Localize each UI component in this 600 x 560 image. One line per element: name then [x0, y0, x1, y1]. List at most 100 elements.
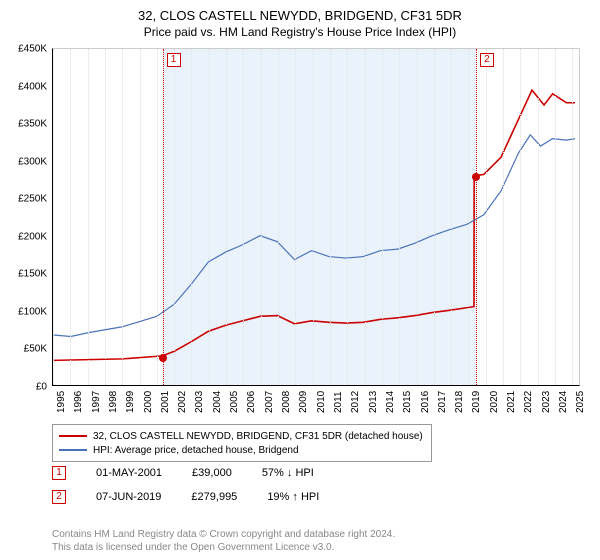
x-axis-label: 2019 [471, 391, 482, 413]
x-axis-label: 2023 [541, 391, 552, 413]
legend-label-hpi: HPI: Average price, detached house, Brid… [93, 445, 299, 456]
chart-title: 32, CLOS CASTELL NEWYDD, BRIDGEND, CF31 … [0, 0, 600, 43]
gridline [174, 49, 175, 385]
sale-marker-box: 1 [167, 53, 181, 67]
y-axis-label: £0 [36, 382, 47, 393]
y-axis-label: £50K [24, 344, 47, 355]
x-axis-label: 1997 [91, 391, 102, 413]
sale-row-1: 1 01-MAY-2001 £39,000 57% ↓ HPI [52, 466, 314, 480]
gridline [468, 49, 469, 385]
x-axis-label: 2022 [523, 391, 534, 413]
x-axis-label: 2006 [246, 391, 257, 413]
title-address: 32, CLOS CASTELL NEWYDD, BRIDGEND, CF31 … [0, 8, 600, 23]
legend-swatch-property [59, 435, 87, 437]
gridline [486, 49, 487, 385]
x-axis-label: 2018 [454, 391, 465, 413]
gridline [538, 49, 539, 385]
gridline [417, 49, 418, 385]
gridline [399, 49, 400, 385]
gridline [347, 49, 348, 385]
sale-marker-line [476, 49, 477, 385]
footer-line2: This data is licensed under the Open Gov… [52, 541, 395, 554]
legend: 32, CLOS CASTELL NEWYDD, BRIDGEND, CF31 … [52, 424, 432, 462]
y-axis-label: £250K [18, 194, 47, 205]
gridline [278, 49, 279, 385]
x-axis-label: 2020 [489, 391, 500, 413]
x-axis-label: 2004 [212, 391, 223, 413]
y-axis-label: £150K [18, 269, 47, 280]
x-axis-label: 2001 [160, 391, 171, 413]
sale-marker-dot [159, 354, 167, 362]
x-axis-label: 2025 [575, 391, 586, 413]
y-axis-label: £100K [18, 306, 47, 317]
gridline [140, 49, 141, 385]
sale-price-1: £39,000 [192, 467, 232, 479]
gridline [226, 49, 227, 385]
x-axis-label: 2021 [506, 391, 517, 413]
x-axis-label: 2008 [281, 391, 292, 413]
sale-date-1: 01-MAY-2001 [96, 467, 162, 479]
legend-swatch-hpi [59, 449, 87, 451]
gridline [520, 49, 521, 385]
gridline [313, 49, 314, 385]
gridline [191, 49, 192, 385]
chart-plot-area: 1995199619971998199920002001200220032004… [52, 48, 580, 386]
gridline [88, 49, 89, 385]
x-axis-label: 2005 [229, 391, 240, 413]
gridline [209, 49, 210, 385]
sale-marker-dot [472, 173, 480, 181]
gridline [122, 49, 123, 385]
gridline [243, 49, 244, 385]
sale-row-2: 2 07-JUN-2019 £279,995 19% ↑ HPI [52, 490, 319, 504]
gridline [70, 49, 71, 385]
x-axis-label: 2011 [333, 391, 344, 413]
x-axis-label: 2002 [177, 391, 188, 413]
series-property [54, 90, 575, 360]
x-axis-label: 1998 [108, 391, 119, 413]
footer-attribution: Contains HM Land Registry data © Crown c… [52, 528, 395, 554]
y-axis-label: £400K [18, 81, 47, 92]
x-axis-label: 2014 [385, 391, 396, 413]
gridline [261, 49, 262, 385]
gridline [365, 49, 366, 385]
gridline [451, 49, 452, 385]
gridline [295, 49, 296, 385]
y-axis-label: £200K [18, 231, 47, 242]
gridline [503, 49, 504, 385]
series-hpi [54, 135, 575, 337]
title-subtitle: Price paid vs. HM Land Registry's House … [0, 25, 600, 39]
x-axis-label: 2007 [264, 391, 275, 413]
gridline [434, 49, 435, 385]
x-axis-label: 2015 [402, 391, 413, 413]
x-axis-label: 2013 [368, 391, 379, 413]
y-axis-label: £300K [18, 156, 47, 167]
x-axis-label: 1995 [56, 391, 67, 413]
x-axis-label: 2016 [420, 391, 431, 413]
x-axis-label: 2012 [350, 391, 361, 413]
sale-delta-1: 57% ↓ HPI [262, 467, 314, 479]
x-axis-label: 2009 [298, 391, 309, 413]
sale-marker-2: 2 [52, 490, 66, 504]
footer-line1: Contains HM Land Registry data © Crown c… [52, 528, 395, 541]
sale-marker-1: 1 [52, 466, 66, 480]
gridline [382, 49, 383, 385]
y-axis-label: £350K [18, 119, 47, 130]
sale-date-2: 07-JUN-2019 [96, 491, 161, 503]
legend-item-property: 32, CLOS CASTELL NEWYDD, BRIDGEND, CF31 … [59, 429, 425, 443]
x-axis-label: 1996 [73, 391, 84, 413]
gridline [555, 49, 556, 385]
sale-price-2: £279,995 [191, 491, 237, 503]
gridline [330, 49, 331, 385]
x-axis-label: 2003 [194, 391, 205, 413]
x-axis-label: 2017 [437, 391, 448, 413]
y-axis-label: £450K [18, 44, 47, 55]
sale-marker-line [163, 49, 164, 385]
gridline [157, 49, 158, 385]
x-axis-label: 1999 [125, 391, 136, 413]
x-axis-label: 2000 [143, 391, 154, 413]
sale-delta-2: 19% ↑ HPI [267, 491, 319, 503]
legend-item-hpi: HPI: Average price, detached house, Brid… [59, 443, 425, 457]
sale-marker-box: 2 [480, 53, 494, 67]
legend-label-property: 32, CLOS CASTELL NEWYDD, BRIDGEND, CF31 … [93, 431, 423, 442]
x-axis-label: 2010 [316, 391, 327, 413]
